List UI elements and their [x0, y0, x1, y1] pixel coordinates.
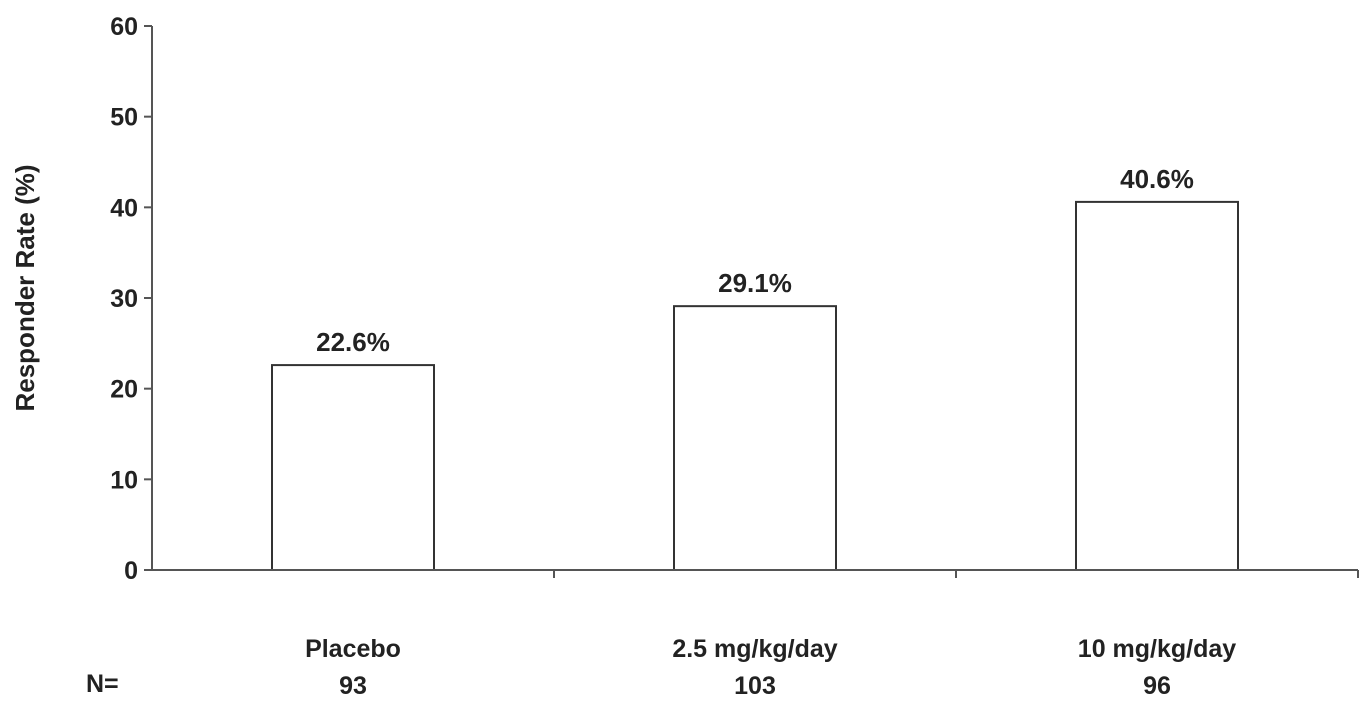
category-label: 2.5 mg/kg/day — [672, 635, 837, 663]
y-axis-label: Responder Rate (%) — [10, 164, 40, 411]
n-value: 93 — [339, 672, 367, 700]
n-value: 96 — [1143, 672, 1171, 700]
y-axis-ticks: 0 10 20 30 40 50 60 — [110, 13, 152, 585]
bar — [1075, 200, 1239, 571]
bar — [673, 305, 837, 571]
n-value: 103 — [734, 672, 776, 700]
y-tick-label: 0 — [124, 557, 138, 585]
n-label: N= — [86, 670, 119, 698]
y-tick-label: 10 — [110, 466, 138, 494]
y-tick-label: 20 — [110, 376, 138, 404]
data-label: 22.6% — [316, 327, 390, 357]
y-tick-label: 40 — [110, 194, 138, 222]
bars: 22.6% 29.1% 40.6% — [271, 164, 1239, 571]
y-tick-label: 30 — [110, 285, 138, 313]
category-labels: Placebo 2.5 mg/kg/day 10 mg/kg/day — [305, 635, 1236, 663]
y-tick-label: 50 — [110, 104, 138, 132]
bar — [271, 364, 435, 571]
data-label: 40.6% — [1120, 164, 1194, 194]
category-label: 10 mg/kg/day — [1078, 635, 1236, 663]
n-values: 93 103 96 — [339, 672, 1171, 700]
category-label: Placebo — [305, 635, 401, 663]
data-label: 29.1% — [718, 268, 792, 298]
y-tick-label: 60 — [110, 13, 138, 41]
x-axis-ticks — [553, 570, 1359, 578]
